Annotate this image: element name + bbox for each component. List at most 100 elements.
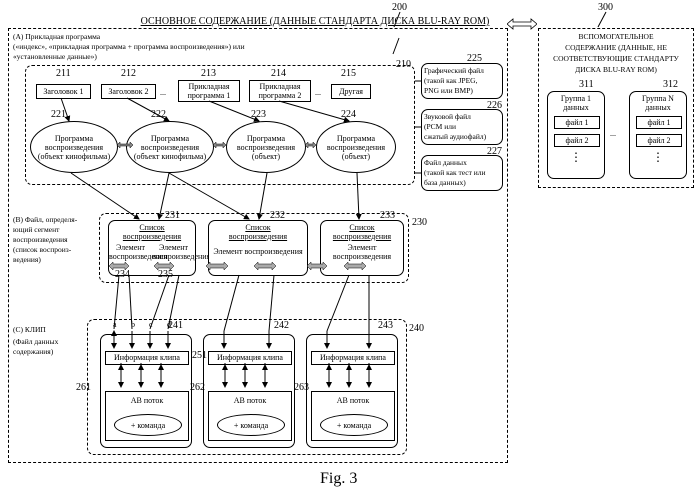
clipinfo-2: Информация клипа (208, 351, 292, 365)
ref-261: 261 (76, 382, 91, 393)
sectionC-l1: (C) КЛИП (13, 325, 46, 334)
playlist-2: Список воспроизведения Элемент воспроизв… (208, 220, 308, 276)
group-n-label: Группа N данных (630, 94, 686, 112)
ref-262: 262 (190, 382, 205, 393)
cmd-2: + команда (217, 414, 285, 436)
playlist-1: Список воспроизведения Элемент воспроизв… (108, 220, 196, 276)
cmd-1: + команда (114, 414, 182, 436)
playitem-2: Элемент воспроизведения (209, 247, 307, 256)
ref-231: 231 (165, 210, 180, 221)
aux-container: ВСПОМОГАТЕЛЬНОЕ СОДЕРЖАНИЕ (ДАННЫЕ, НЕ С… (538, 28, 694, 188)
ref-241: 241 (168, 320, 183, 331)
sectionC-l2: (Файл данных (13, 337, 58, 346)
section-b-box: Список воспроизведения Элемент воспроизв… (99, 213, 409, 283)
app-2: Прикладная программа 2 (249, 80, 311, 102)
leader-lines (0, 0, 699, 30)
aux-h3: СООТВЕТСТВУЮЩИЕ СТАНДАРТУ (539, 54, 693, 63)
sectionB-l3: воспроизведения (13, 235, 68, 244)
playlist-3: Список воспроизведения Элемент воспроизв… (320, 220, 404, 276)
ref-312: 312 (663, 79, 678, 90)
movieobj-1: Программа воспроизведения (объект кинофи… (30, 121, 118, 173)
movieobj-4: Программа воспроизведения (объект) (316, 121, 396, 173)
sectionB-l1: (B) Файл, определя- (13, 215, 77, 224)
ref-224: 224 (341, 109, 356, 120)
sectionA-title: (A) Прикладная программа (13, 32, 100, 41)
sectionA-sub: («индекс», «прикладная программа + прогр… (13, 42, 245, 51)
abcd-c: c (149, 320, 153, 329)
group-1-file2: файл 2 (554, 134, 600, 147)
playlist-2-title: Список воспроизведения (209, 223, 307, 241)
clip-3: Информация клипа AB поток + команда (306, 334, 398, 448)
group-n: Группа N данных файл 1 файл 2 ⋮ (629, 91, 687, 179)
title-2: Заголовок 2 (101, 84, 156, 99)
ref-251: 251 (192, 350, 207, 361)
sfile: Звуковой файл (PCM или сжатый аудиофайл) (421, 109, 503, 145)
ref-211: 211 (56, 68, 71, 79)
group-n-file1: файл 1 (636, 116, 682, 129)
ref-226: 226 (487, 100, 502, 111)
group-1-dots: ⋮ (548, 150, 604, 165)
ref-234: 234 (115, 269, 130, 280)
dots2: ... (315, 88, 321, 97)
av-3: AB поток + команда (311, 391, 395, 441)
cmd-3: + команда (320, 414, 388, 436)
av-3-label: AB поток (312, 396, 394, 405)
playitem-1b: Элемент воспроизведения (152, 243, 195, 261)
ref-242: 242 (274, 320, 289, 331)
clip-2: Информация клипа AB поток + команда (203, 334, 295, 448)
sectionB-l5: ведения) (13, 255, 41, 264)
group-dots: ... (610, 129, 616, 138)
ref-263: 263 (294, 382, 309, 393)
ref-225: 225 (467, 53, 482, 64)
clip-1: Информация клипа AB поток + команда (100, 334, 192, 448)
ref-221: 221 (51, 109, 66, 120)
ref-232: 232 (270, 210, 285, 221)
ref-243: 243 (378, 320, 393, 331)
sectionB-l4: (список воспроиз- (13, 245, 71, 254)
aux-h4: ДИСКА BLU-RAY ROM) (539, 65, 693, 74)
ref-230: 230 (412, 217, 427, 228)
playitem-3: Элемент воспроизведения (321, 243, 403, 261)
section-a-box: Заголовок 1 Заголовок 2 ... Прикладная п… (25, 65, 415, 185)
app-1: Прикладная программа 1 (178, 80, 240, 102)
clipinfo-1: Информация клипа (105, 351, 189, 365)
playitem-1a: Элемент воспроизведения (109, 243, 152, 261)
av-1: AB поток + команда (105, 391, 189, 441)
ref-311: 311 (579, 79, 594, 90)
ref-223: 223 (251, 109, 266, 120)
movieobj-2: Программа воспроизведения (объект кинофи… (126, 121, 214, 173)
aux-h1: ВСПОМОГАТЕЛЬНОЕ (539, 32, 693, 41)
other: Другая (331, 84, 371, 99)
ref-235: 235 (158, 269, 173, 280)
sectionA-sub2: «установленные данные») (13, 52, 97, 61)
dfile: Файл данных (такой как тест или база дан… (421, 155, 503, 191)
ref-212: 212 (121, 68, 136, 79)
fig-label: Fig. 3 (320, 470, 357, 488)
ref-210: 210 (396, 59, 411, 70)
movieobj-3: Программа воспроизведения (объект) (226, 121, 306, 173)
group-n-file2: файл 2 (636, 134, 682, 147)
group-1-label: Группа 1 данных (548, 94, 604, 112)
av-2: AB поток + команда (208, 391, 292, 441)
ref-233: 233 (380, 210, 395, 221)
playlist-1-title: Список воспроизведения (109, 223, 195, 241)
playlist-3-title: Список воспроизведения (321, 223, 403, 241)
ref-240: 240 (409, 323, 424, 334)
ref-215: 215 (341, 68, 356, 79)
gfile: Графический файл (такой как JPEG, PNG ил… (421, 63, 503, 99)
abcd-a: a (113, 320, 117, 329)
ref-214: 214 (271, 68, 286, 79)
ref-222: 222 (151, 109, 166, 120)
title-1: Заголовок 1 (36, 84, 91, 99)
sectionB-l2: ющий сегмент (13, 225, 59, 234)
ref-227: 227 (487, 146, 502, 157)
sectionC-l3: содержания) (13, 347, 53, 356)
ref-213: 213 (201, 68, 216, 79)
main-container: (A) Прикладная программа («индекс», «при… (8, 28, 508, 463)
abcd-b: b (131, 320, 135, 329)
group-1: Группа 1 данных файл 1 файл 2 ⋮ (547, 91, 605, 179)
av-1-label: AB поток (106, 396, 188, 405)
section-c-box: a b c d Информация клипа AB поток + кома… (87, 319, 407, 455)
group-1-file1: файл 1 (554, 116, 600, 129)
aux-h2: СОДЕРЖАНИЕ (ДАННЫЕ, НЕ (539, 43, 693, 52)
